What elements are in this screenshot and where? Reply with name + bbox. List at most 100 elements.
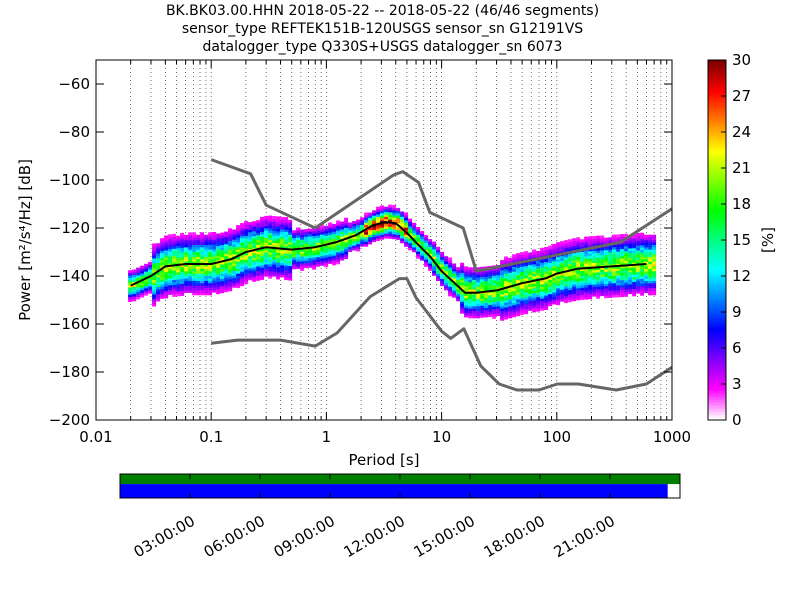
ppsd-cell	[560, 248, 565, 252]
ppsd-cell	[500, 305, 505, 309]
ppsd-cell	[620, 260, 625, 264]
ppsd-cell	[152, 281, 157, 285]
ppsd-cell	[492, 299, 497, 302]
ppsd-cell	[484, 295, 489, 299]
ppsd-cell	[644, 278, 649, 281]
ppsd-cell	[564, 256, 569, 260]
ppsd-cell	[512, 275, 517, 279]
ppsd-cell	[220, 271, 225, 274]
ppsd-cell	[152, 243, 157, 247]
ppsd-cell	[296, 232, 301, 236]
ppsd-cell	[484, 304, 489, 308]
ppsd-cell	[284, 257, 289, 261]
ppsd-cell	[444, 287, 449, 291]
ppsd-cell	[156, 296, 161, 299]
ppsd-cell	[448, 274, 453, 278]
ppsd-cell	[200, 256, 205, 260]
ppsd-cell	[608, 294, 613, 298]
ppsd-cell	[260, 276, 265, 280]
colorbar-segment	[708, 312, 726, 316]
ppsd-cell	[496, 279, 501, 283]
ppsd-cell	[564, 295, 569, 299]
ppsd-cell	[488, 273, 493, 277]
ppsd-cell	[264, 271, 269, 275]
ppsd-cell	[640, 275, 645, 279]
ppsd-cell	[184, 261, 189, 265]
ppsd-cell	[532, 273, 537, 277]
ppsd-cell	[544, 287, 549, 291]
ppsd-cell	[164, 245, 169, 249]
ppsd-cell	[548, 257, 553, 261]
ppsd-cell	[224, 234, 229, 237]
ppsd-cell	[280, 219, 285, 223]
ppsd-cell	[640, 249, 645, 253]
ppsd-cell	[256, 241, 261, 245]
ppsd-cell	[612, 294, 617, 298]
colorbar-segment	[708, 156, 726, 160]
ppsd-cell	[136, 296, 141, 300]
ppsd-cell	[456, 269, 461, 273]
ppsd-cell	[252, 228, 257, 232]
ppsd-cell	[148, 269, 153, 273]
ppsd-cell	[400, 237, 405, 241]
ppsd-cell	[640, 278, 645, 282]
ppsd-cell	[544, 297, 549, 301]
ppsd-cell	[264, 247, 269, 251]
ppsd-cell	[236, 282, 241, 286]
ppsd-cell	[636, 254, 641, 258]
ppsd-cell	[544, 266, 549, 270]
ppsd-cell	[288, 272, 293, 276]
ppsd-cell	[580, 239, 585, 243]
ppsd-cell	[152, 255, 157, 259]
ppsd-cell	[140, 275, 145, 279]
ppsd-cell	[384, 235, 389, 239]
ppsd-cell	[328, 256, 333, 260]
ppsd-cell	[176, 267, 181, 270]
ppsd-cell	[496, 303, 501, 307]
ppsd-cell	[556, 249, 561, 253]
ppsd-cell	[300, 260, 305, 264]
ppsd-cell	[324, 247, 329, 251]
ppsd-cell	[556, 292, 561, 296]
ppsd-cell	[324, 249, 329, 253]
ppsd-cell	[604, 254, 609, 258]
ppsd-cell	[496, 296, 501, 300]
ppsd-cell	[332, 226, 337, 230]
ppsd-cell	[480, 266, 485, 270]
ppsd-cell	[164, 278, 169, 282]
ppsd-cell	[464, 309, 469, 313]
ppsd-cell	[516, 298, 521, 302]
ppsd-cell	[244, 228, 249, 232]
timeline-tick-label: 15:00:00	[411, 512, 478, 561]
ppsd-cell	[228, 228, 233, 232]
ppsd-cell	[188, 237, 193, 241]
ppsd-cell	[168, 243, 173, 247]
ppsd-cell	[332, 238, 337, 242]
ppsd-cell	[388, 228, 393, 232]
ppsd-cell	[572, 257, 577, 261]
colorbar-segment	[708, 138, 726, 142]
ppsd-cell	[628, 288, 633, 292]
ppsd-cell	[512, 302, 517, 306]
ppsd-cell	[208, 232, 213, 236]
ppsd-cell	[608, 263, 613, 267]
ppsd-cell	[324, 245, 329, 248]
ppsd-cell	[164, 293, 169, 297]
ppsd-cell	[204, 251, 209, 255]
ppsd-cell	[276, 242, 281, 246]
ppsd-cell	[624, 253, 629, 256]
ppsd-cell	[344, 232, 349, 236]
ppsd-cell	[172, 262, 177, 266]
ppsd-cell	[500, 291, 505, 295]
ppsd-cell	[256, 256, 261, 260]
ppsd-cell	[168, 246, 173, 250]
ppsd-cell	[548, 288, 553, 292]
ppsd-cell	[364, 243, 369, 247]
ppsd-cell	[448, 262, 453, 266]
ppsd-cell	[228, 240, 233, 244]
ppsd-cell	[480, 274, 485, 277]
ppsd-cell	[200, 258, 205, 262]
ppsd-cell	[288, 270, 293, 274]
ppsd-cell	[132, 288, 137, 292]
ppsd-cell	[380, 217, 385, 221]
